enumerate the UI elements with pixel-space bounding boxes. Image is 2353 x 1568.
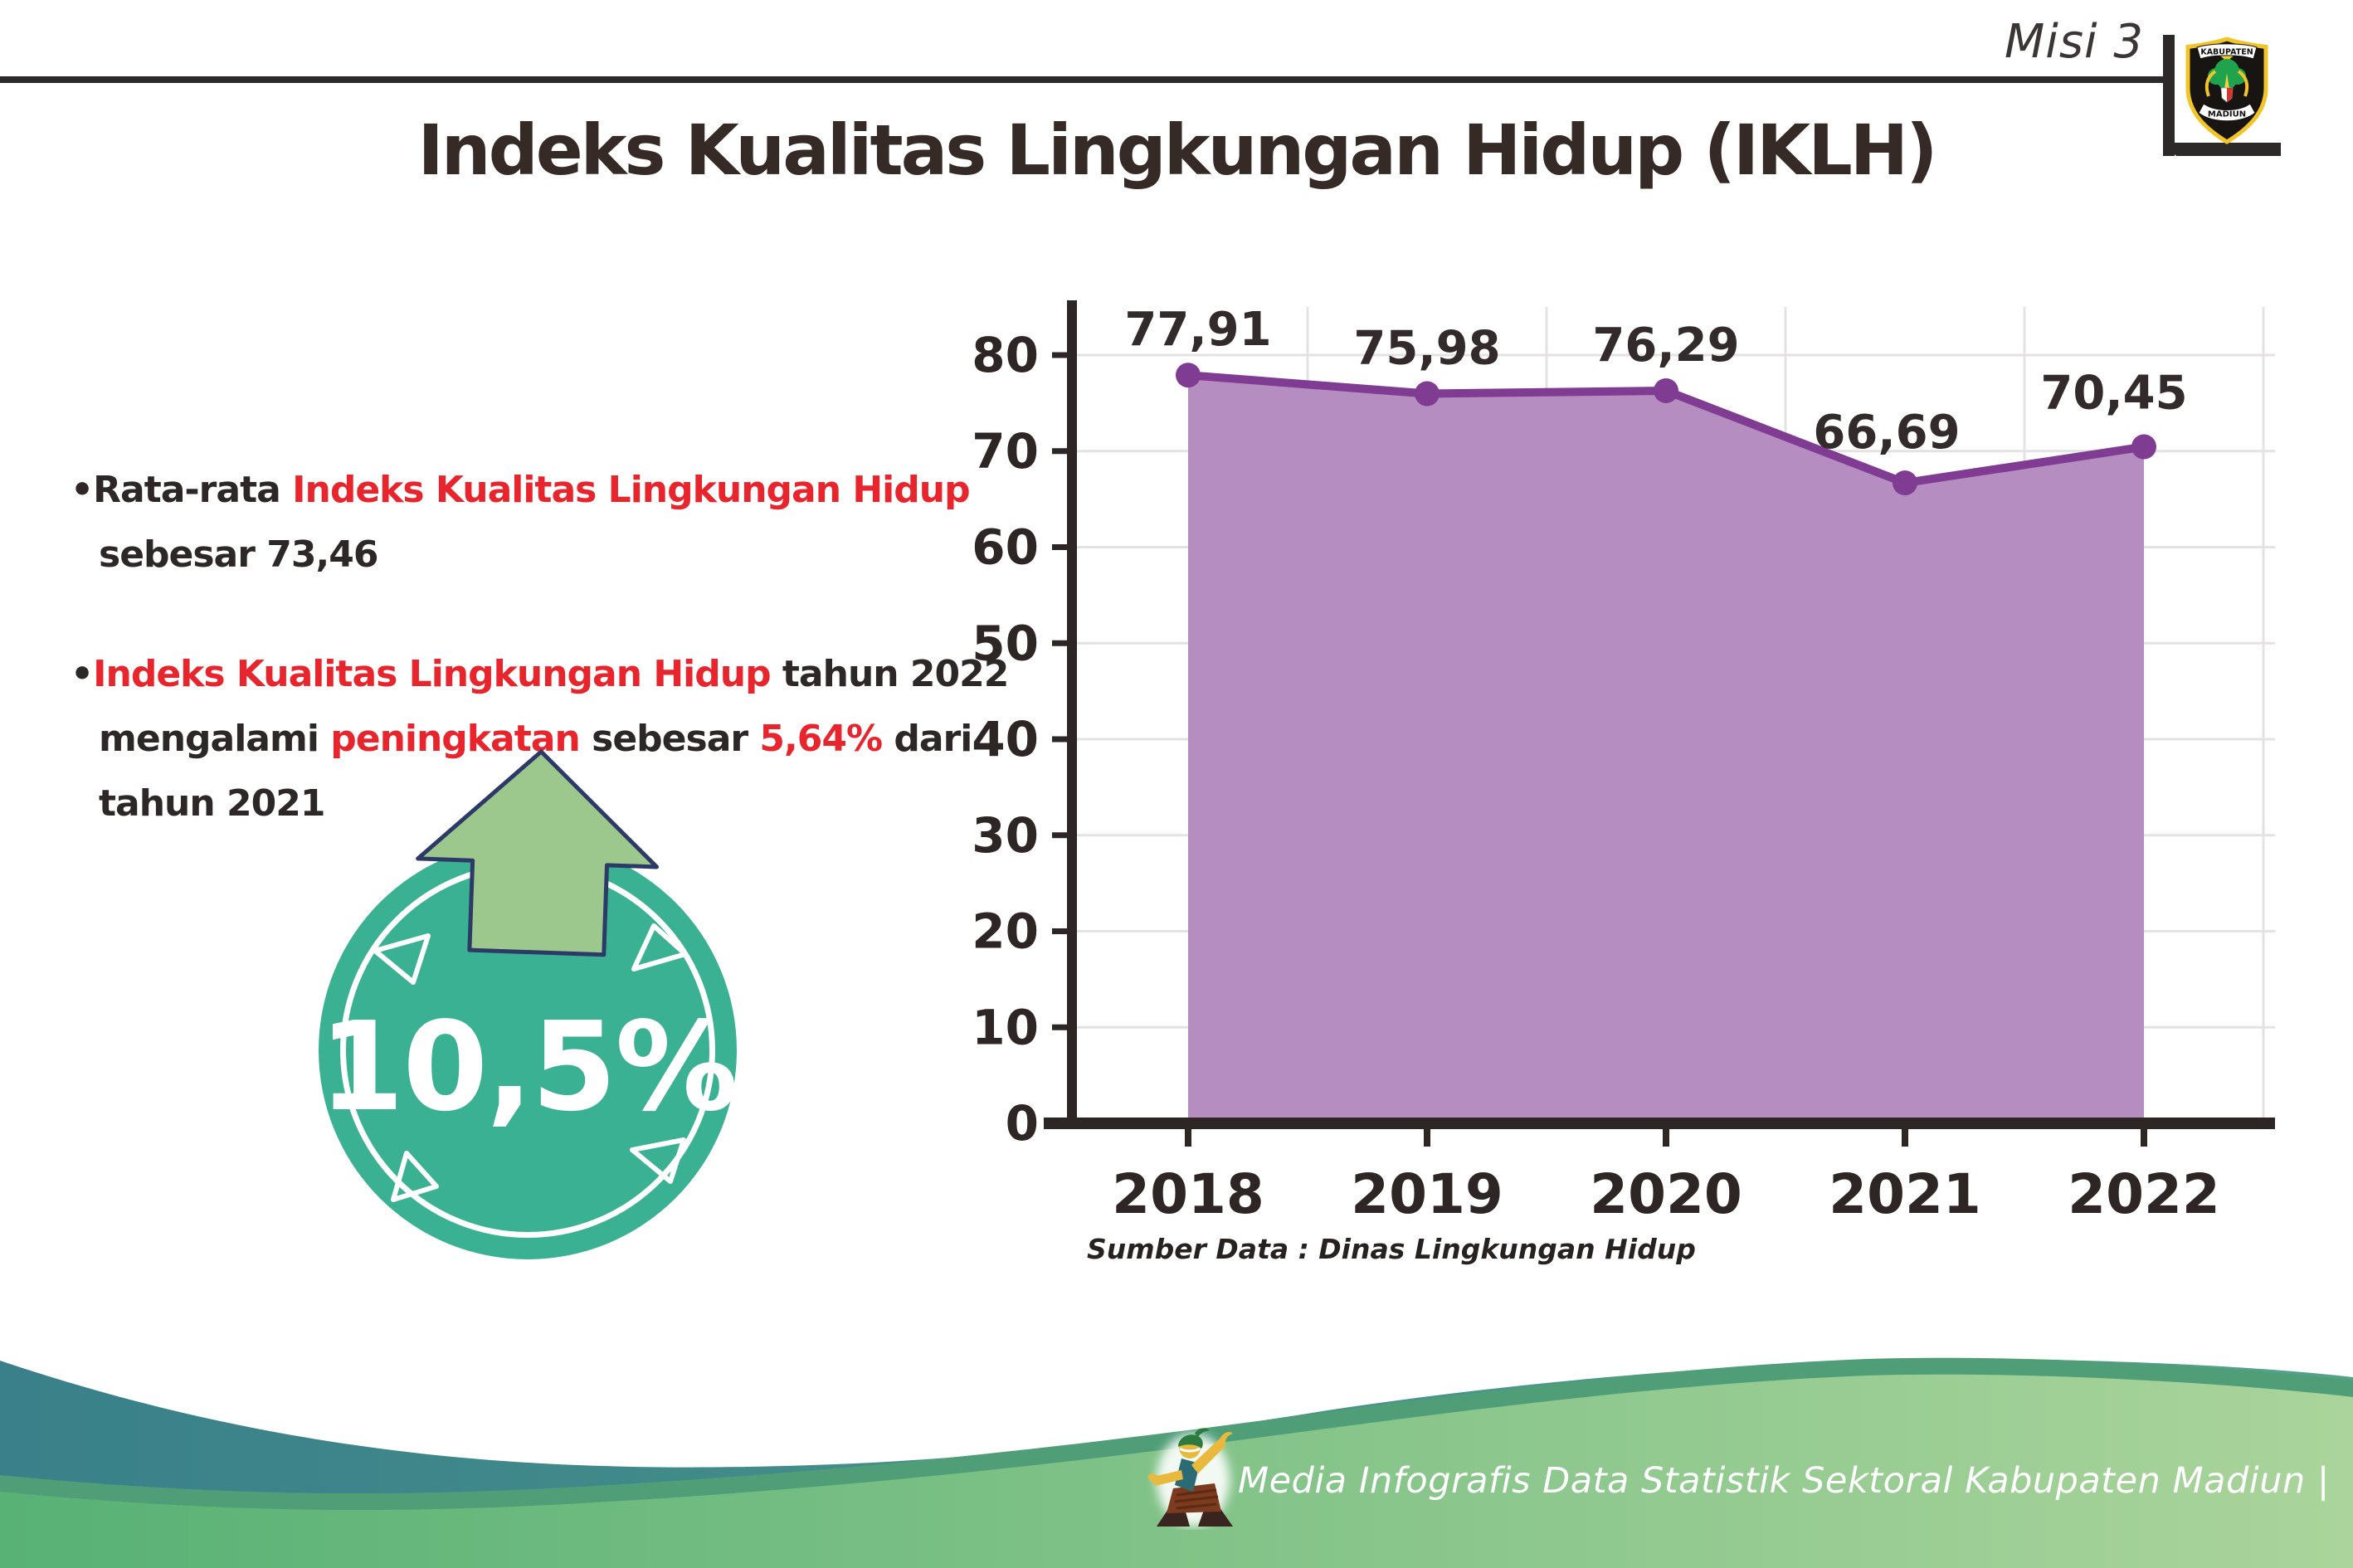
- y-tick-label: 40: [972, 711, 1039, 767]
- x-tick-label: 2022: [2068, 1162, 2220, 1226]
- page-title: Indeks Kualitas Lingkungan Hidup (IKLH): [417, 110, 1938, 191]
- bullet-text-segment: tahun 2022: [770, 653, 1009, 695]
- bullet-text-segment: sebesar: [579, 718, 760, 760]
- bullet-text-segment: Indeks Kualitas Lingkungan Hidup: [292, 469, 970, 511]
- y-tick-label: 60: [972, 519, 1039, 576]
- x-tick-label: 2018: [1112, 1162, 1264, 1226]
- bullet-text-segment: Indeks Kualitas Lingkungan Hidup: [93, 653, 771, 695]
- bullet-text-segment: tahun 2021: [99, 782, 325, 825]
- sparkle-triangle-icon: [391, 1151, 439, 1202]
- bullet-text-segment: mengalami: [99, 718, 331, 760]
- bullet-line: sebesar 73,46: [71, 523, 1000, 587]
- data-label: 70,45: [2040, 367, 2187, 421]
- data-label: 75,98: [1353, 322, 1500, 376]
- sparkle-triangle-icon: [631, 923, 688, 971]
- source-note: Sumber Data : Dinas Lingkungan Hidup: [1087, 1233, 1696, 1265]
- y-tick-label: 20: [972, 903, 1039, 960]
- data-point: [1176, 363, 1201, 388]
- logo-top-text: KABUPATEN: [2200, 48, 2253, 57]
- bullet-list: •Rata-rata Indeks Kualitas Lingkungan Hi…: [71, 458, 1009, 891]
- kabupaten-madiun-logo-icon: KABUPATEN MADIUN: [2185, 37, 2268, 144]
- logo-star-icon: [2219, 50, 2234, 64]
- bullet-text-segment: Rata-rata: [93, 469, 293, 511]
- footer-caption: Media Infografis Data Statistik Sektoral…: [1238, 1460, 2330, 1502]
- data-label: 77,91: [1124, 303, 1271, 357]
- bullet-text-segment: dari: [882, 718, 972, 760]
- logo-wings-icon: [2204, 70, 2249, 97]
- bullet-text-segment: •: [71, 653, 94, 695]
- bullet-text-segment: •: [71, 469, 94, 511]
- bullet-line: tahun 2021: [71, 772, 1000, 836]
- sparkle-triangle-icon: [373, 933, 431, 985]
- x-tick-label: 2020: [1590, 1162, 1742, 1226]
- sparkle-triangle-icon: [630, 1137, 686, 1184]
- dancer-mascot-icon: [1147, 1428, 1233, 1527]
- data-point: [1893, 470, 1917, 496]
- data-point: [1415, 381, 1440, 407]
- area-series: [1188, 375, 2144, 1123]
- y-tick-label: 80: [972, 327, 1039, 383]
- data-label: 76,29: [1592, 319, 1739, 373]
- bullet-line: mengalami peningkatan sebesar 5,64% dari: [71, 707, 1000, 772]
- data-point: [1654, 377, 1678, 403]
- logo-frame-horizontal: [2163, 143, 2281, 156]
- y-tick-label: 50: [972, 615, 1039, 671]
- mission-label: Misi 3: [2004, 15, 2144, 69]
- header-rule: [0, 76, 2163, 83]
- arrow-up-icon: [416, 749, 659, 957]
- bullet-line: •Rata-rata Indeks Kualitas Lingkungan Hi…: [71, 458, 1000, 523]
- logo-top-ribbon: KABUPATEN: [2196, 43, 2258, 60]
- logo-frame-vertical: [2163, 35, 2175, 156]
- data-point: [2131, 434, 2156, 460]
- data-label: 66,69: [1813, 406, 1960, 460]
- logo-bottom-text: MADIUN: [2208, 110, 2246, 119]
- y-tick-label: 0: [1006, 1095, 1039, 1152]
- y-tick-label: 30: [972, 807, 1039, 864]
- iklh-area-chart: 0 10 20 30 40 50 60 70 80 2018 2019 2020 2021 2022 77,…: [972, 300, 2275, 1226]
- bullet-text-segment: sebesar 73,46: [99, 533, 378, 576]
- logo-bottom-ribbon: MADIUN: [2198, 103, 2256, 122]
- logo-inner-shield-icon: [2220, 87, 2234, 103]
- bullet-text-segment: 5,64%: [759, 718, 883, 760]
- y-tick-label: 70: [972, 423, 1039, 480]
- x-tick-label: 2019: [1351, 1162, 1503, 1226]
- bullet-item: •Indeks Kualitas Lingkungan Hidup tahun …: [71, 642, 1009, 836]
- bullet-item: •Rata-rata Indeks Kualitas Lingkungan Hi…: [71, 458, 1000, 587]
- badge-value: 10,5%: [319, 996, 738, 1138]
- x-tick-label: 2021: [1829, 1162, 1981, 1226]
- bullet-line: •Indeks Kualitas Lingkungan Hidup tahun …: [71, 642, 1009, 707]
- y-tick-label: 10: [972, 999, 1039, 1055]
